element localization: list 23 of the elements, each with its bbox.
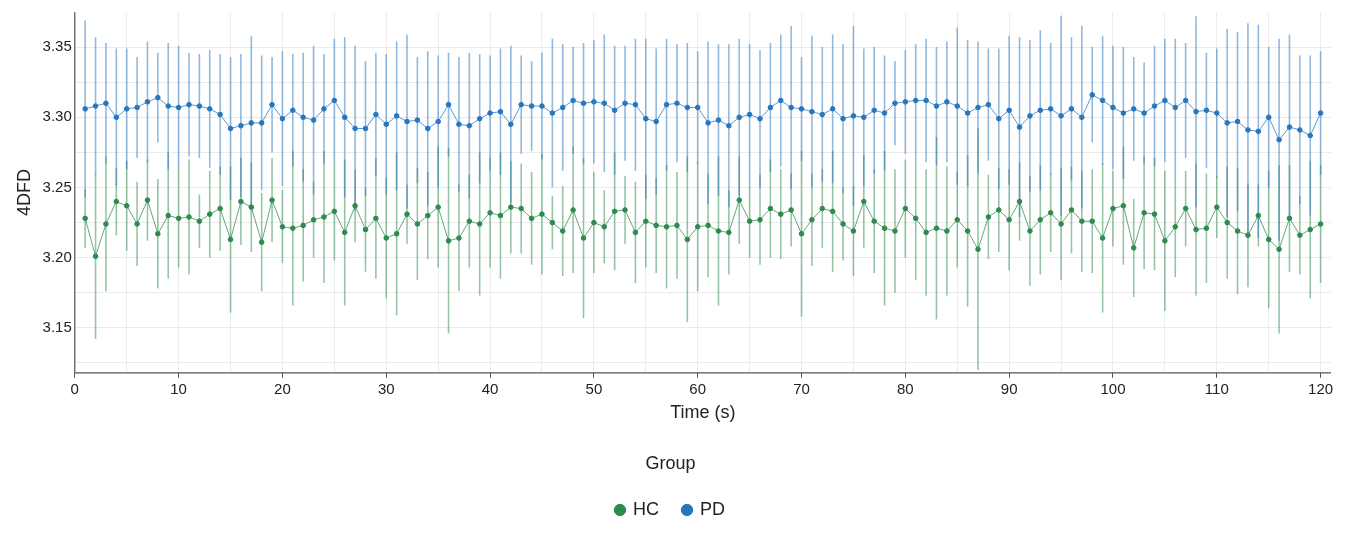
x-tick-label: 70 — [793, 379, 810, 397]
x-tick-label: 0 — [70, 379, 79, 397]
x-tick-label: 100 — [1100, 379, 1126, 397]
x-tick-label: 90 — [1000, 379, 1018, 397]
x-tick-label: 40 — [481, 379, 499, 397]
x-tick-label: 120 — [1308, 379, 1334, 397]
x-tick-label: 10 — [170, 379, 187, 397]
y-tick-label: 3.30 — [42, 107, 72, 125]
x-tick-label: 60 — [689, 379, 707, 397]
x-tick-label: 30 — [377, 379, 395, 397]
y-tick-label: 3.35 — [42, 37, 72, 55]
x-tick-label: 110 — [1204, 379, 1229, 397]
y-tick-label: 3.25 — [42, 177, 72, 195]
legend-label: HC — [633, 498, 659, 519]
x-axis-title: Time (s) — [670, 401, 736, 422]
legend-label: PD — [700, 498, 726, 519]
y-axis-title: 4DFD — [13, 168, 34, 216]
y-tick-label: 3.20 — [42, 247, 72, 265]
legend-title: Group — [645, 453, 696, 474]
y-tick-label: 3.15 — [42, 318, 72, 336]
x-tick-label: 50 — [585, 379, 603, 397]
x-tick-label: 20 — [274, 379, 291, 397]
x-tick-label: 80 — [897, 379, 914, 397]
